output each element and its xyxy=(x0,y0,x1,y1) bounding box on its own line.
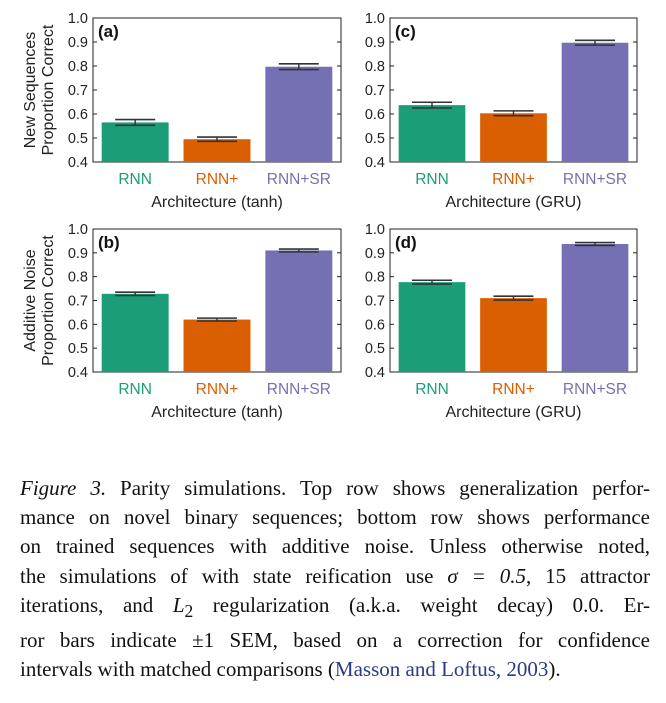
x-axis-title: Architecture (tanh) xyxy=(151,194,283,211)
category-label: RNN+SR xyxy=(563,171,627,188)
caption-text: iterations, and xyxy=(20,592,173,617)
caption-text: , 15 attractor xyxy=(526,563,651,588)
y-tick-label: 0.6 xyxy=(68,317,88,333)
chart-panel-1: 0.4 0.5 0.6 0.7 0.8 0.9 1.0 RNN RNN+ RNN+SR Archit… xyxy=(365,11,638,211)
caption-line-4: the simulations of with state reificatio… xyxy=(20,562,650,591)
caption-text: the simulations of with state reificatio… xyxy=(20,563,448,588)
caption-figure-label: Figure 3. xyxy=(20,476,107,500)
panel-label: (a) xyxy=(98,22,119,41)
y-tick-label: 0.9 xyxy=(365,246,385,262)
bar-rnn xyxy=(101,122,169,162)
x-axis-title: Architecture (GRU) xyxy=(445,194,581,211)
bar-rnn xyxy=(398,105,466,162)
bar-rnn xyxy=(398,282,466,372)
y-tick-label: 0.6 xyxy=(365,107,385,123)
bar-rnnplus xyxy=(480,298,547,372)
category-label: RNN+ xyxy=(196,171,239,188)
caption-text: ). xyxy=(548,657,561,682)
panel-label: (c) xyxy=(395,22,416,41)
category-label: RNN+ xyxy=(492,381,535,398)
bar-rnnplussr xyxy=(265,66,333,162)
y-tick-label: 0.8 xyxy=(365,59,385,75)
y-tick-label: 1.0 xyxy=(68,222,88,238)
y-tick-label: 0.9 xyxy=(68,246,88,262)
caption-text: intervals with matched comparisons ( xyxy=(20,657,335,682)
row-label: New Sequences xyxy=(22,32,39,149)
y-tick-label: 0.9 xyxy=(365,35,385,51)
category-label: RNN+SR xyxy=(267,171,331,188)
caption-text: SEM, based on a correction for confidenc… xyxy=(214,628,650,653)
figure-caption: Figure 3. Parity simulations. Top row sh… xyxy=(20,474,650,685)
category-label: RNN+SR xyxy=(563,381,627,398)
y-tick-label: 0.7 xyxy=(365,294,385,310)
y-tick-label: 1.0 xyxy=(365,222,385,238)
x-axis-title: Architecture (GRU) xyxy=(445,404,581,421)
bar-rnnplus xyxy=(183,139,251,162)
y-tick-label: 0.9 xyxy=(68,35,88,51)
panel-label: (b) xyxy=(98,233,120,252)
caption-text: regularization (a.k.a. weight decay) 0.0… xyxy=(193,592,651,617)
y-tick-label: 0.6 xyxy=(68,107,88,123)
bar-rnnplus xyxy=(183,319,251,372)
y-axis-title: Proportion Correct xyxy=(40,24,57,155)
caption-line-2: mance on novel binary sequences; bottom … xyxy=(20,505,650,530)
y-tick-label: 0.4 xyxy=(365,155,385,171)
y-tick-label: 1.0 xyxy=(68,11,88,27)
y-tick-label: 0.5 xyxy=(68,341,88,357)
y-tick-label: 0.4 xyxy=(68,155,88,171)
bar-rnnplussr xyxy=(561,42,629,162)
figure-panels: 0.4 0.5 0.6 0.7 0.8 0.9 1.0 RNN RNN+ RNN+SR Archit… xyxy=(22,11,638,421)
category-label: RNN xyxy=(415,171,449,188)
category-label: RNN+ xyxy=(196,381,239,398)
category-label: RNN xyxy=(118,381,152,398)
y-axis-title: Proportion Correct xyxy=(40,235,57,366)
bar-rnnplussr xyxy=(265,250,333,372)
caption-text: ror bars indicate xyxy=(20,628,193,653)
y-tick-label: 0.6 xyxy=(365,317,385,333)
y-tick-label: 0.7 xyxy=(68,294,88,310)
y-tick-label: 0.8 xyxy=(365,270,385,286)
caption-line-1: Figure 3. Parity simulations. Top row sh… xyxy=(20,474,650,503)
y-tick-label: 0.5 xyxy=(365,131,385,147)
y-tick-label: 0.4 xyxy=(365,365,385,381)
category-label: RNN xyxy=(118,171,152,188)
plus-minus-expression: ±1 xyxy=(192,628,215,653)
x-axis-title: Architecture (tanh) xyxy=(151,404,283,421)
y-tick-label: 0.4 xyxy=(68,365,88,381)
chart-panel-0: 0.4 0.5 0.6 0.7 0.8 0.9 1.0 RNN RNN+ RNN+SR Archit… xyxy=(22,11,342,211)
category-label: RNN+ xyxy=(492,171,535,188)
category-label: RNN xyxy=(415,381,449,398)
y-tick-label: 0.5 xyxy=(68,131,88,147)
y-tick-label: 0.7 xyxy=(365,83,385,99)
caption-text: Parity simulations. Top row shows genera… xyxy=(106,476,650,500)
y-tick-label: 0.7 xyxy=(68,83,88,99)
caption-line-7: intervals with matched comparisons (Mass… xyxy=(20,655,650,684)
caption-line-5: iterations, and L2 regularization (a.k.a… xyxy=(20,591,650,626)
l2-expression: L xyxy=(172,592,185,617)
y-tick-label: 0.5 xyxy=(365,341,385,357)
sigma-expression: σ = 0.5 xyxy=(447,563,526,588)
y-tick-label: 1.0 xyxy=(365,11,385,27)
bar-rnnplus xyxy=(480,113,547,162)
bar-rnn xyxy=(101,293,169,372)
citation-link[interactable]: Masson and Loftus, 2003 xyxy=(334,657,549,682)
l2-subscript: 2 xyxy=(184,601,194,621)
category-label: RNN+SR xyxy=(267,381,331,398)
y-tick-label: 0.8 xyxy=(68,59,88,75)
panel-label: (d) xyxy=(395,233,417,252)
bar-rnnplussr xyxy=(561,244,629,372)
caption-line-6: ror bars indicate ±1 SEM, based on a cor… xyxy=(20,626,650,655)
chart-panel-3: 0.4 0.5 0.6 0.7 0.8 0.9 1.0 RNN RNN+ RNN+SR Archit… xyxy=(365,222,638,421)
row-label: Additive Noise xyxy=(22,249,39,351)
chart-panel-2: 0.4 0.5 0.6 0.7 0.8 0.9 1.0 RNN RNN+ RNN+SR Archit… xyxy=(22,222,342,421)
caption-line-3: on trained sequences with additive noise… xyxy=(20,534,650,559)
y-tick-label: 0.8 xyxy=(68,270,88,286)
